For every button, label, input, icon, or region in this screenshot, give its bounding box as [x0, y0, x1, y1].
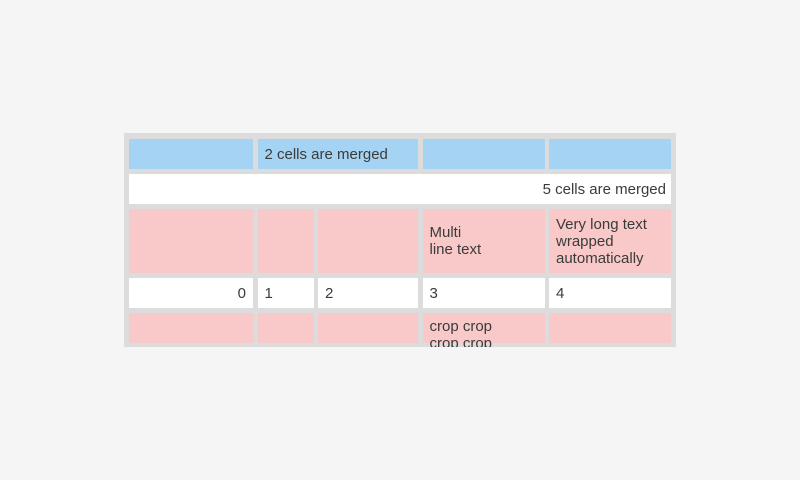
number-cell-0: 0	[129, 278, 253, 308]
cropped-text-cell: crop crop crop crop	[422, 313, 545, 347]
pink-cell-r5c5	[549, 313, 671, 343]
number-cell-4: 4	[549, 278, 671, 308]
table-grid: 2 cells are merged 5 cells are merged Mu…	[129, 139, 671, 347]
pink-cell-r3c2	[257, 209, 314, 273]
cropped-text: crop crop crop crop	[429, 318, 493, 347]
multi-line-text-cell: Multi line text	[422, 209, 545, 273]
wrapped-text-cell: Very long text wrapped automatically	[549, 209, 671, 273]
merged-cells-table: 2 cells are merged 5 cells are merged Mu…	[124, 133, 676, 347]
pink-cell-r5c2	[257, 313, 314, 343]
pink-cell-r5c3	[318, 313, 418, 343]
blue-cell-r1c4	[422, 139, 545, 169]
number-cell-1: 1	[257, 278, 314, 308]
pink-cell-r3c3	[318, 209, 418, 273]
merged-5-cells-cell: 5 cells are merged	[129, 174, 671, 204]
pink-cell-r5c1	[129, 313, 253, 343]
blue-cell-r1c5	[549, 139, 671, 169]
number-cell-2: 2	[318, 278, 418, 308]
pink-cell-r3c1	[129, 209, 253, 273]
blue-cell-r1c1	[129, 139, 253, 169]
number-cell-3: 3	[422, 278, 545, 308]
merged-2-cells-cell: 2 cells are merged	[257, 139, 418, 169]
